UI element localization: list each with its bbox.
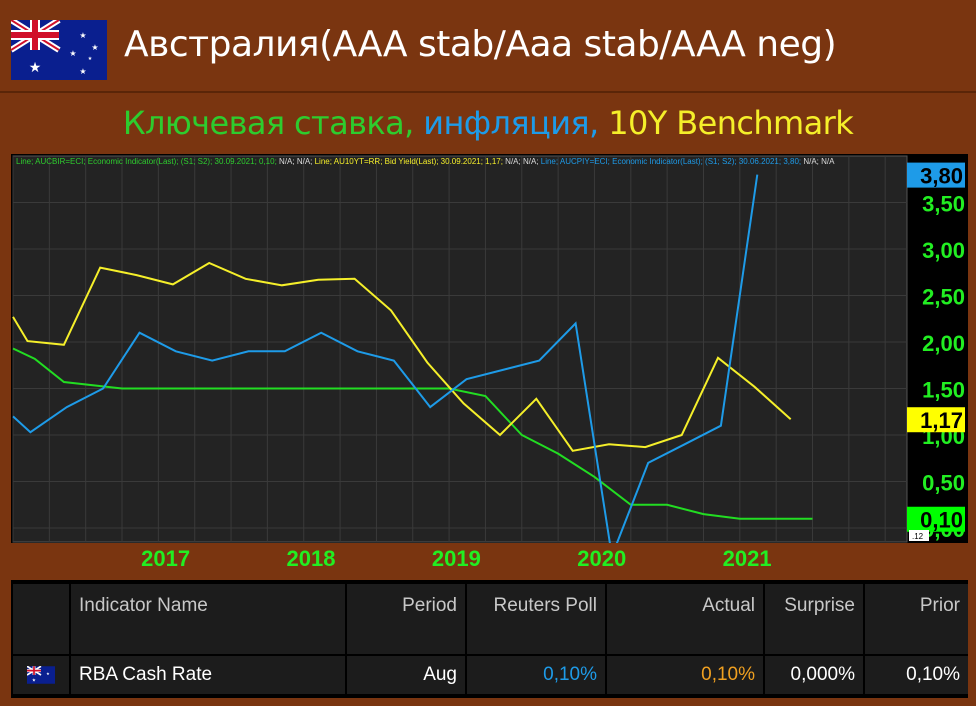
- x-tick-label-4: 2021: [723, 546, 772, 571]
- header-indicator-name: Indicator Name: [71, 584, 345, 654]
- header-divider: [0, 91, 976, 93]
- x-tick-label-3: 2020: [577, 546, 626, 571]
- australia-flag-icon: ★ ★ ★ ★ ★ ★: [11, 20, 107, 80]
- plot-area: [12, 155, 908, 543]
- subtitle-part-2: 10Y Benchmark: [608, 104, 854, 142]
- y-tick-label-6: 0,50: [922, 471, 965, 496]
- legend-part-3: N/A; N/A;: [503, 157, 541, 166]
- value-tag-bg-0: [907, 162, 965, 188]
- row-period: Aug: [347, 656, 465, 694]
- row-indicator-name: RBA Cash Rate: [71, 656, 345, 694]
- value-tag-bg-2: [907, 506, 965, 532]
- value-tag-bg-1: [907, 407, 965, 433]
- series-line-AUCPIY=ECI: [12, 174, 759, 560]
- row-actual: 0,10%: [607, 656, 763, 694]
- y-tick-label-4: 1,50: [922, 378, 965, 403]
- header-reuters-poll: Reuters Poll: [467, 584, 605, 654]
- header-surprise: Surprise: [765, 584, 863, 654]
- x-axis-strip: [11, 543, 968, 574]
- svg-text:★: ★: [88, 56, 93, 62]
- legend-text: Line; AUCBIR=ECI; Economic Indicator(Las…: [16, 157, 835, 166]
- legend-part-2: Line; AU10YT=RR; Bid Yield(Last); 30.09.…: [315, 157, 503, 166]
- y-tick-label-3: 2,00: [922, 331, 965, 356]
- row-surprise: 0,000%: [765, 656, 863, 694]
- series-line-AUCBIR=ECI: [12, 347, 813, 520]
- australia-flag-icon: ★ ★: [27, 666, 55, 684]
- header-actual: Actual: [607, 584, 763, 654]
- legend-part-4: Line; AUCPIY=ECI; Economic Indicator(Las…: [541, 157, 801, 166]
- header-flag-cell: [13, 584, 69, 654]
- header-period: Period: [347, 584, 465, 654]
- subtitle-part-0: Ключевая ставка,: [122, 104, 424, 142]
- row-flag-cell: ★ ★: [13, 656, 69, 694]
- header: ★ ★ ★ ★ ★ ★ Австралия(AAA stab/Aaa stab/…: [0, 0, 976, 88]
- y-tick-label-2: 2,50: [922, 285, 965, 310]
- page-title: Австралия(AAA stab/Aaa stab/AAA neg): [124, 24, 837, 65]
- legend-part-5: N/A; N/A: [801, 157, 835, 166]
- subtitle-part-1: инфляция,: [423, 104, 609, 142]
- series-line-AU10YT=RR: [12, 261, 792, 452]
- svg-text:★: ★: [46, 671, 50, 676]
- svg-text:★: ★: [91, 43, 98, 52]
- y-tick-label-1: 3,00: [922, 238, 965, 263]
- y-tick-label-0: 3,50: [922, 192, 965, 217]
- svg-text:★: ★: [79, 67, 86, 76]
- value-tag-label-1: 1,17: [920, 408, 963, 433]
- legend-part-1: N/A; N/A;: [277, 157, 315, 166]
- value-tag-label-2: 0,10: [920, 508, 963, 533]
- legend-part-0: Line; AUCBIR=ECI; Economic Indicator(Las…: [16, 157, 277, 166]
- line-chart: Line; AUCBIR=ECI; Economic Indicator(Las…: [11, 155, 968, 574]
- row-reuters-poll: 0,10%: [467, 656, 605, 694]
- chart-panel: Line; AUCBIR=ECI; Economic Indicator(Las…: [11, 154, 968, 574]
- row-prior: 0,10%: [865, 656, 968, 694]
- svg-text:★: ★: [79, 31, 86, 40]
- indicator-table: Indicator Name Period Reuters Poll Actua…: [11, 580, 968, 698]
- tiny-tick-bg: [909, 530, 929, 541]
- svg-text:★: ★: [29, 59, 42, 75]
- svg-text:★: ★: [32, 677, 37, 682]
- header-prior: Prior: [865, 584, 968, 654]
- svg-text:★: ★: [69, 49, 76, 58]
- x-tick-label-1: 2018: [287, 546, 336, 571]
- value-tag-label-0: 3,80: [920, 164, 963, 189]
- tiny-tick-label: .12: [912, 532, 924, 541]
- chart-subtitle: Ключевая ставка, инфляция, 10Y Benchmark: [0, 104, 976, 142]
- x-tick-label-2: 2019: [432, 546, 481, 571]
- x-tick-label-0: 2017: [141, 546, 190, 571]
